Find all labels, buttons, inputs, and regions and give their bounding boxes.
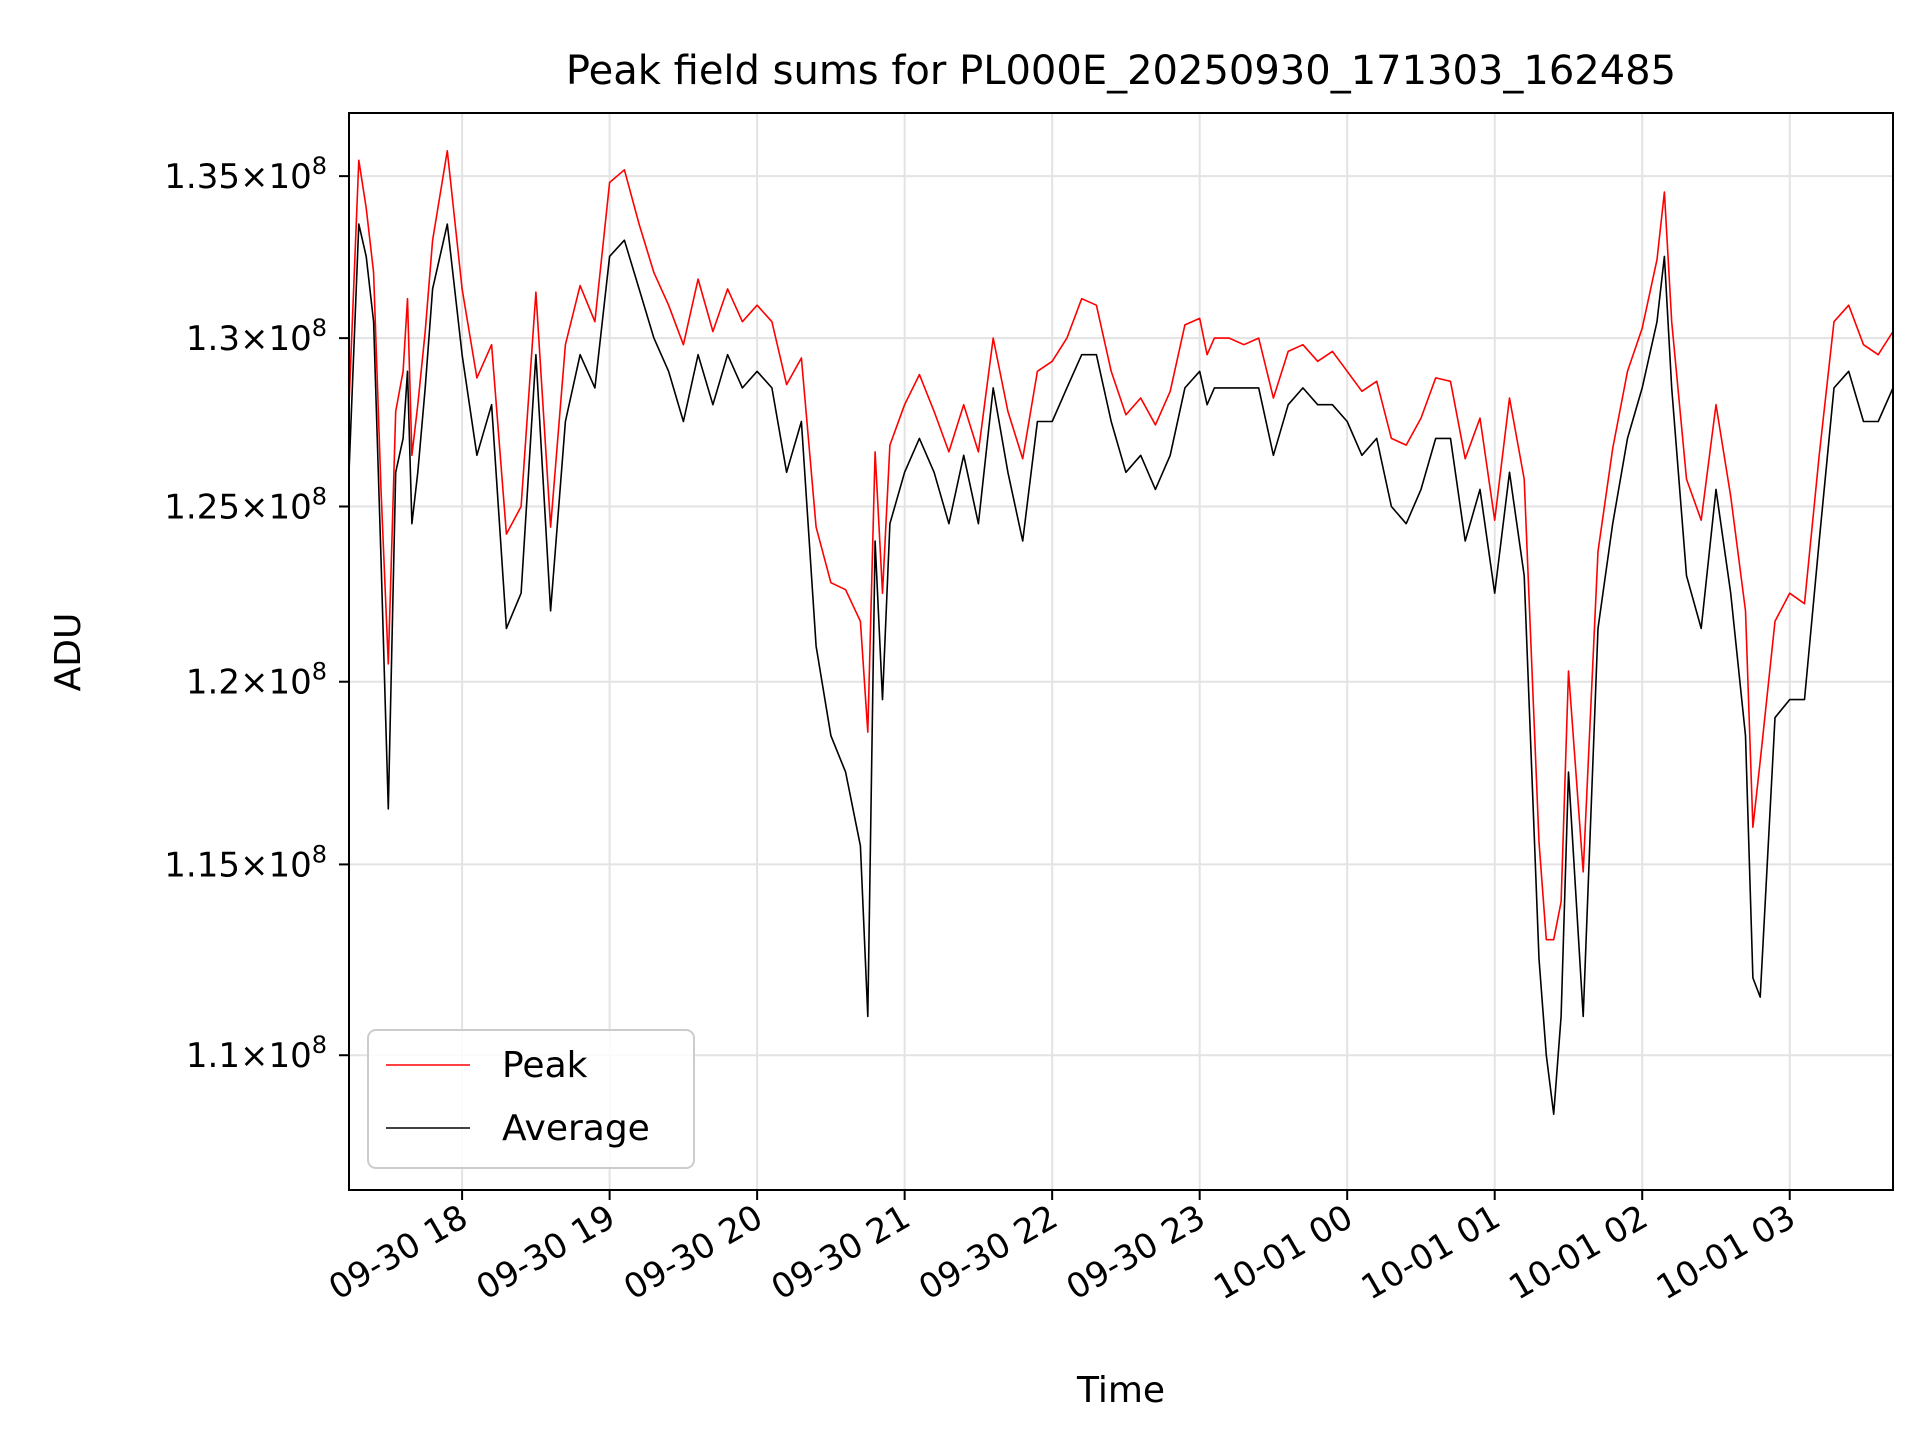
y-tick-base: ×10: [240, 319, 312, 359]
peak-series-line: [348, 150, 1894, 941]
y-tick-label: 1.35×108: [164, 152, 327, 197]
y-tick-exponent: 8: [312, 840, 327, 868]
y-tick-label: 1.2×108: [186, 658, 327, 703]
legend-peak-label: Peak: [502, 1045, 588, 1086]
y-axis-label: ADU: [48, 613, 89, 692]
grid-lines: [349, 113, 1893, 1190]
y-tick-mantissa: 1.25: [164, 487, 240, 527]
y-tick-exponent: 8: [312, 314, 327, 342]
y-tick-mantissa: 1.3: [186, 319, 240, 359]
y-tick-base: ×10: [240, 157, 312, 197]
y-tick-label: 1.1×108: [186, 1031, 327, 1076]
y-tick-base: ×10: [240, 845, 312, 885]
data-series: [348, 150, 1894, 1115]
y-tick-exponent: 8: [312, 1031, 327, 1059]
y-tick-base: ×10: [240, 663, 312, 703]
y-tick-label: 1.3×108: [186, 314, 327, 359]
y-tick-mantissa: 1.1: [186, 1036, 240, 1076]
y-tick-base: ×10: [240, 487, 312, 527]
y-tick-label: 1.15×108: [164, 840, 327, 885]
y-tick-mantissa: 1.2: [186, 663, 240, 703]
chart-title: Peak field sums for PL000E_20250930_1713…: [566, 48, 1676, 94]
y-tick-base: ×10: [240, 1036, 312, 1076]
y-tick-exponent: 8: [312, 482, 327, 510]
y-tick-label: 1.25×108: [164, 482, 327, 527]
y-tick-mantissa: 1.35: [164, 157, 240, 197]
legend: Peak Average: [367, 1029, 695, 1169]
y-tick-exponent: 8: [312, 658, 327, 686]
legend-average-label: Average: [502, 1108, 650, 1149]
y-tick-mantissa: 1.15: [164, 845, 240, 885]
plot-frame: [348, 112, 1894, 1191]
x-axis-label: Time: [1076, 1370, 1165, 1411]
y-axis-ticks: 1.1×1081.15×1081.2×1081.25×1081.3×1081.3…: [164, 152, 349, 1076]
average-series-line: [348, 223, 1894, 1115]
y-tick-exponent: 8: [312, 152, 327, 180]
